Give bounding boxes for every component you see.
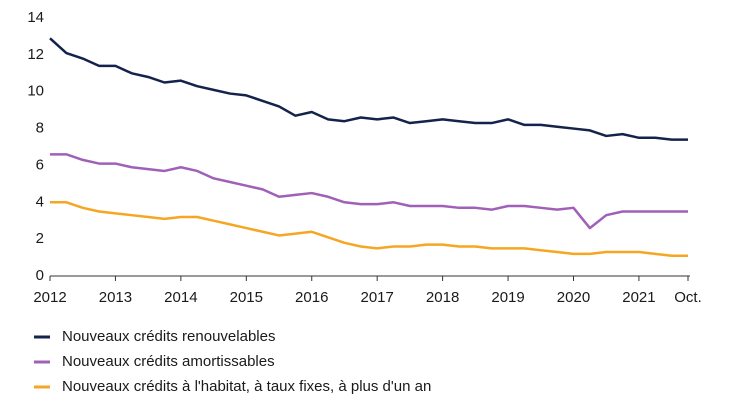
y-tick-label: 14: [27, 9, 44, 26]
x-tick-label: 2013: [99, 289, 132, 306]
x-tick-label: 2015: [230, 289, 263, 306]
y-tick-label: 4: [36, 193, 44, 210]
y-tick-label: 0: [36, 267, 44, 284]
series-line: [50, 153, 688, 230]
y-tick-label: 8: [36, 120, 44, 137]
y-tick-label: 12: [27, 46, 44, 63]
series-line: [49, 37, 688, 141]
legend-label: Nouveaux crédits amortissables: [62, 353, 275, 370]
y-tick-label: 6: [36, 156, 44, 173]
legend-label: Nouveaux crédits renouvelables: [62, 328, 275, 345]
x-tick-label: 2017: [360, 289, 393, 306]
x-tick-label: 2012: [33, 289, 66, 306]
x-tick-label: 2019: [491, 289, 524, 306]
series-line: [50, 201, 688, 257]
y-tick-label: 10: [27, 83, 44, 100]
x-tick-label: Oct.: [674, 289, 702, 306]
x-tick-label: 2020: [557, 289, 590, 306]
y-tick-label: 2: [36, 230, 44, 247]
x-tick-label: 2021: [622, 289, 655, 306]
x-tick-label: 2016: [295, 289, 328, 306]
x-tick-label: 2018: [426, 289, 459, 306]
legend-label: Nouveaux crédits à l'habitat, à taux fix…: [62, 378, 431, 395]
x-tick-label: 2014: [164, 289, 197, 306]
